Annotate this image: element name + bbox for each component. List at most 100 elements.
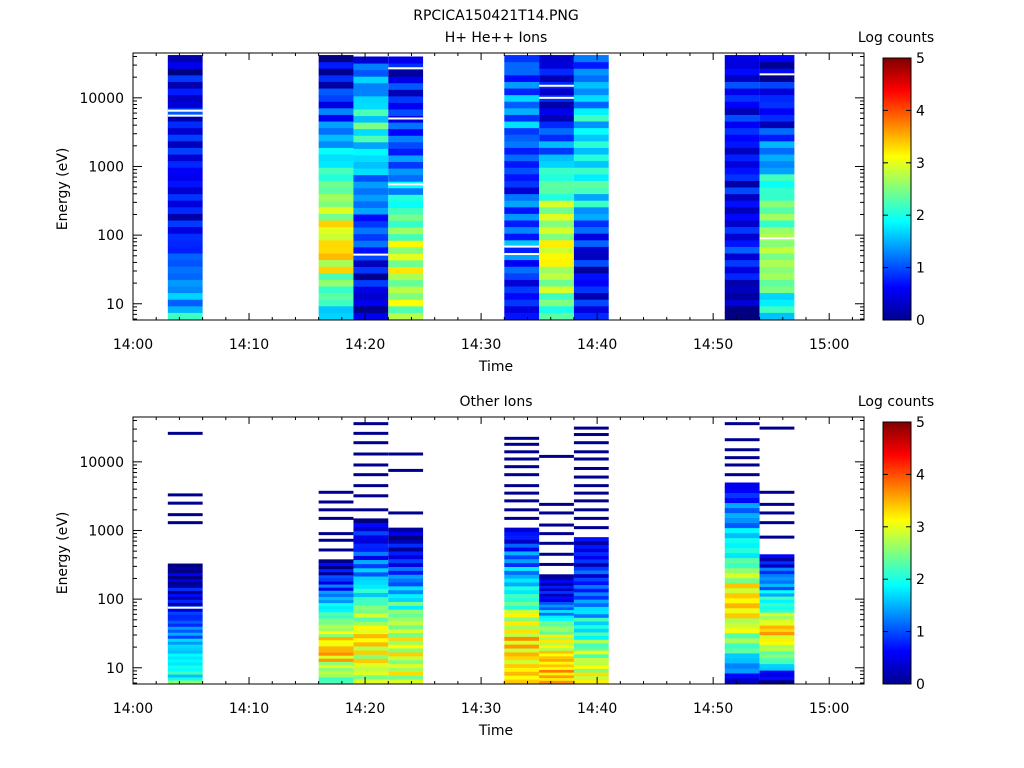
heatmap-cell [573, 206, 609, 214]
heatmap-cell [759, 676, 795, 681]
heatmap-cell [318, 266, 354, 274]
heatmap-cell [504, 88, 540, 96]
x-tick-label: 14:10 [229, 337, 269, 353]
panel-other-ions: Other Ions Log counts 14:00 14:10 14:20 14:… [55, 394, 934, 739]
heatmap-cell [167, 659, 203, 663]
heatmap-cell [318, 621, 354, 625]
heatmap-cell [388, 644, 424, 649]
heatmap-cell [388, 154, 424, 163]
heatmap-cell [724, 438, 760, 442]
heatmap-cell [353, 555, 389, 561]
heatmap-cell [539, 121, 574, 129]
heatmap-cell [388, 593, 424, 599]
heatmap-cell [318, 140, 354, 148]
heatmap-cell [724, 154, 760, 162]
plot-frame [132, 52, 865, 321]
heatmap-cell [724, 180, 760, 188]
x-tick-label: 14:40 [577, 337, 617, 353]
heatmap-cell [573, 121, 609, 129]
heatmap-cell [539, 279, 574, 287]
heatmap-cell [167, 180, 203, 188]
heatmap-cell [539, 596, 574, 600]
heatmap-cell [539, 650, 574, 654]
heatmap-cell [504, 539, 540, 544]
colorbar-label: Log counts [858, 30, 934, 46]
heatmap-cell [724, 292, 760, 300]
heatmap-cell [759, 490, 795, 494]
heatmap-cell [759, 563, 795, 568]
heatmap-cell [353, 559, 389, 565]
heatmap-cell [539, 206, 574, 214]
heatmap-cell [353, 625, 389, 630]
colorbar-gradient [882, 57, 912, 321]
heatmap-cell [318, 508, 354, 512]
heatmap-cell [388, 605, 424, 610]
heatmap-cell [318, 676, 354, 681]
heatmap-cell [167, 493, 203, 497]
heatmap-cell [167, 590, 203, 594]
heatmap-cell [724, 167, 760, 175]
heatmap-cell [388, 102, 424, 110]
heatmap-cell [759, 140, 795, 148]
colorbar-label: Log counts [858, 394, 934, 410]
heatmap-cell [167, 521, 203, 525]
y-tick-label: 1000 [88, 159, 124, 175]
heatmap-cell [759, 213, 795, 221]
heatmap-cell [573, 259, 609, 267]
heatmap-cell [573, 107, 609, 115]
heatmap-gap [539, 84, 574, 87]
heatmap-cell [504, 233, 540, 241]
heatmap-cell [353, 63, 389, 71]
heatmap-cell [539, 672, 574, 676]
heatmap-cell [759, 167, 795, 175]
x-tick-label: 14:20 [345, 701, 385, 717]
heatmap-cell [318, 590, 354, 594]
heatmap-cell [573, 526, 609, 530]
heatmap-cell [724, 213, 760, 221]
heatmap-cell [539, 532, 574, 536]
heatmap-cell [759, 94, 795, 102]
heatmap-cell [759, 602, 795, 607]
heatmap-cell [353, 431, 389, 435]
heatmap-cell [504, 679, 540, 684]
heatmap-cell [573, 101, 609, 109]
heatmap-cell [318, 667, 354, 672]
heatmap-cell [167, 279, 203, 287]
heatmap-cell [759, 663, 795, 668]
heatmap-cell [388, 95, 424, 103]
heatmap-cell [539, 552, 574, 556]
heatmap-cell [318, 633, 354, 638]
axis-ticks [132, 417, 864, 684]
heatmap-cell [504, 107, 540, 115]
heatmap-cell [724, 226, 760, 234]
heatmap-cell [573, 433, 609, 437]
heatmap-cell [388, 578, 424, 583]
heatmap-cell [353, 253, 389, 261]
heatmap-cell [318, 292, 354, 300]
heatmap-cell [504, 457, 540, 461]
heatmap-cell [759, 570, 795, 575]
heatmap-cell [724, 652, 760, 659]
heatmap-cell [167, 638, 203, 642]
heatmap-column [539, 454, 574, 684]
heatmap-cell [504, 578, 540, 583]
heatmap-cell [388, 671, 424, 676]
y-axis-label: Energy (eV) [55, 512, 71, 595]
heatmap-cell [504, 543, 540, 548]
heatmap-cell [167, 656, 203, 660]
heatmap-cell [573, 312, 609, 320]
heatmap-cells [167, 422, 795, 684]
panel-h-he-ions: H+ He++ Ions Log counts 14:00 14:10 14:20 1… [55, 30, 934, 375]
heatmap-cell [388, 511, 424, 515]
heatmap-cell [167, 154, 203, 162]
heatmap-cell [759, 187, 795, 195]
heatmap-cell [353, 563, 389, 569]
heatmap-cell [724, 187, 760, 195]
heatmap-gap [388, 117, 424, 120]
heatmap-cell [573, 635, 609, 640]
heatmap-cell [573, 491, 609, 495]
heatmap-cell [759, 226, 795, 234]
heatmap-cell [388, 597, 424, 602]
heatmap-cell [504, 562, 540, 567]
